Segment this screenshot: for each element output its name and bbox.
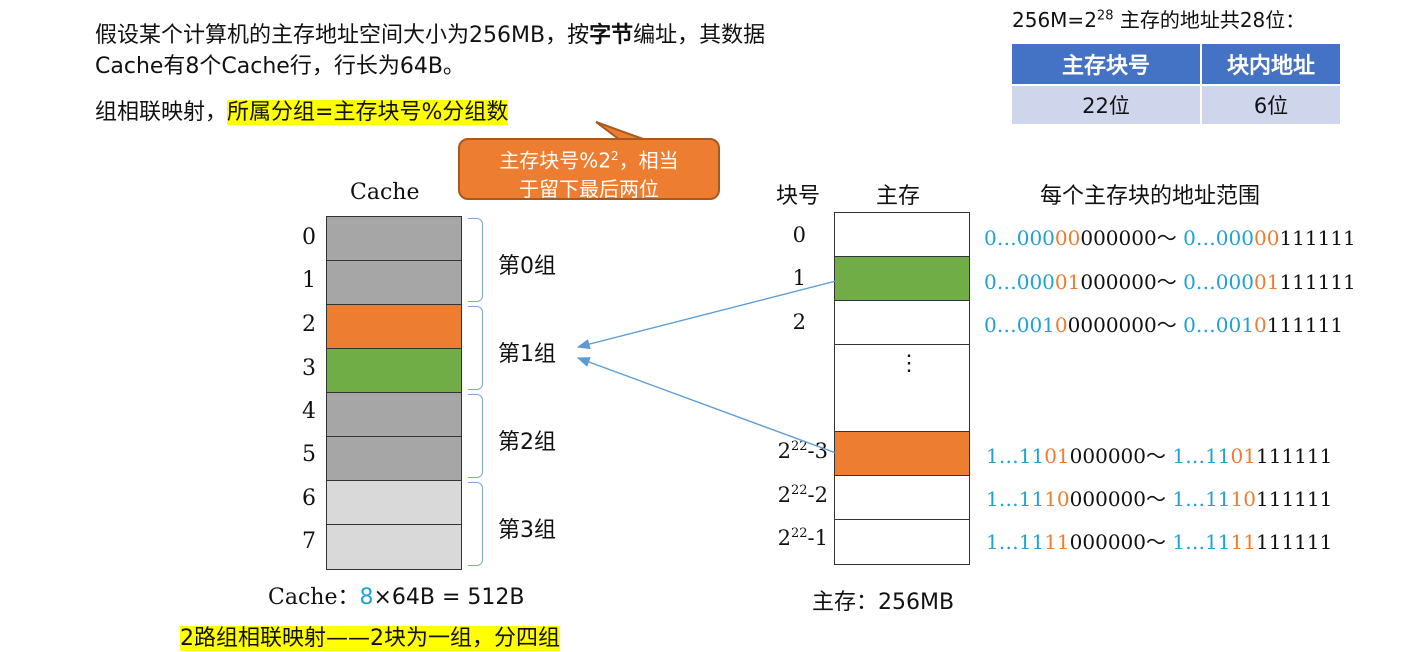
memory-index-tail-0: 222-3 xyxy=(777,439,828,463)
way-note: 2路组相联映射——2块为一组，分四组 xyxy=(180,626,560,651)
cache-index-4: 4 xyxy=(302,399,316,424)
cache-size: Cache：8×64B = 512B xyxy=(268,585,525,610)
cache-line-7 xyxy=(327,525,461,569)
memory-size: 主存：256MB xyxy=(812,590,955,615)
assoc-rule: 所属分组=主存块号%分组数 xyxy=(227,100,509,125)
ellipsis: ⋮ xyxy=(898,351,920,376)
range-tail-0: 1…1101000000～ 1…1101111111 xyxy=(986,444,1333,468)
memory-index-1: 1 xyxy=(792,266,806,290)
group-brace-0 xyxy=(468,218,483,302)
range-tail-2: 1…1111000000～ 1…1111111111 xyxy=(986,530,1333,554)
memory-index-0: 0 xyxy=(792,223,806,247)
intro-text-b: 编址，其数据Cache有8个Cache行，行长为64B。 xyxy=(95,23,766,79)
range-0: 0…00000000000～ 0…00000111111 xyxy=(984,226,1356,250)
cache-index-5: 5 xyxy=(302,442,316,467)
cache-line-4 xyxy=(327,393,461,437)
callout-box: 主存块号%22，相当 于留下最后两位 xyxy=(458,138,720,201)
group-brace-3 xyxy=(468,482,483,566)
callout-line2: 于留下最后两位 xyxy=(519,176,659,201)
group-brace-1 xyxy=(468,306,483,390)
cache-index-0: 0 xyxy=(302,225,316,250)
cache-index-7: 7 xyxy=(302,529,316,554)
cache-index-3: 3 xyxy=(302,356,316,381)
memory-header-range: 每个主存块的地址范围 xyxy=(1040,184,1261,209)
group-brace-2 xyxy=(468,394,483,478)
cache-index-6: 6 xyxy=(302,486,316,511)
address-title: 256M=228 主存的地址共28位： xyxy=(1012,8,1306,32)
range-tail-1: 1…1110000000～ 1…1110111111 xyxy=(986,487,1333,511)
memory-block-tail-2 xyxy=(835,520,969,564)
arrow-block1-to-group1 xyxy=(576,280,837,350)
range-2: 0…00100000000～ 0…0010111111 xyxy=(984,313,1344,337)
header-block-number: 主存块号 xyxy=(1012,44,1200,84)
memory-block-tail-1 xyxy=(835,476,969,520)
value-block-offset: 6位 xyxy=(1202,86,1340,124)
cache-index-2: 2 xyxy=(302,312,316,337)
value-block-number: 22位 xyxy=(1012,86,1200,124)
group-label-3: 第3组 xyxy=(498,518,556,543)
intro-text-a: 假设某个计算机的主存地址空间大小为256MB，按 xyxy=(95,23,590,48)
memory-index-2: 2 xyxy=(792,310,806,334)
cache-line-1 xyxy=(327,261,461,305)
memory-gap xyxy=(835,345,969,432)
group-label-1: 第1组 xyxy=(498,342,556,367)
memory-block-tail-0 xyxy=(835,432,969,476)
problem-statement: 假设某个计算机的主存地址空间大小为256MB，按字节编址，其数据Cache有8个… xyxy=(95,20,795,82)
assoc-prefix: 组相联映射， xyxy=(95,100,228,125)
cache-line-6 xyxy=(327,481,461,525)
group-label-0: 第0组 xyxy=(498,254,556,279)
cache-line-0 xyxy=(327,217,461,261)
arrow-tailblock-to-group1 xyxy=(576,357,837,454)
range-1: 0…00001000000～ 0…00001111111 xyxy=(984,270,1356,294)
intro-bold: 字节 xyxy=(589,23,634,48)
memory-header-main: 主存 xyxy=(876,184,921,209)
memory-header-block: 块号 xyxy=(776,184,821,209)
cache-line-3 xyxy=(327,349,461,393)
memory-index-tail-2: 222-1 xyxy=(777,526,828,550)
memory-block-1 xyxy=(835,257,969,301)
cache-title: Cache xyxy=(350,180,420,205)
header-block-offset: 块内地址 xyxy=(1202,44,1340,84)
cache-lines xyxy=(326,216,462,570)
callout-line1: 主存块号%22，相当 xyxy=(499,148,679,173)
memory-block-2 xyxy=(835,301,969,345)
memory-index-tail-1: 222-2 xyxy=(777,483,828,507)
memory-block-0 xyxy=(835,213,969,257)
memory-blocks xyxy=(834,212,970,565)
group-label-2: 第2组 xyxy=(498,430,556,455)
cache-line-5 xyxy=(327,437,461,481)
cache-line-2 xyxy=(327,305,461,349)
address-format-table: 主存块号 块内地址 22位 6位 xyxy=(1010,42,1342,126)
cache-index-1: 1 xyxy=(302,268,316,293)
set-associative-rule: 组相联映射，所属分组=主存块号%分组数 xyxy=(95,98,509,128)
